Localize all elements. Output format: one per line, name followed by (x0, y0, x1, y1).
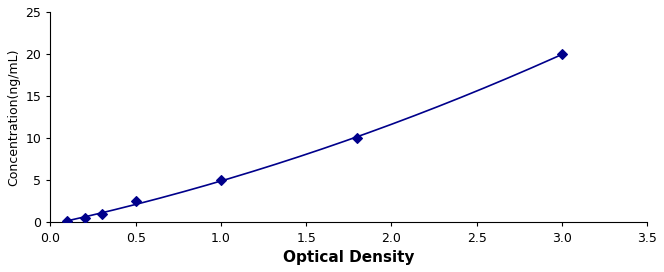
Y-axis label: Concentration(ng/mL): Concentration(ng/mL) (7, 48, 20, 186)
X-axis label: Optical Density: Optical Density (283, 250, 414, 265)
